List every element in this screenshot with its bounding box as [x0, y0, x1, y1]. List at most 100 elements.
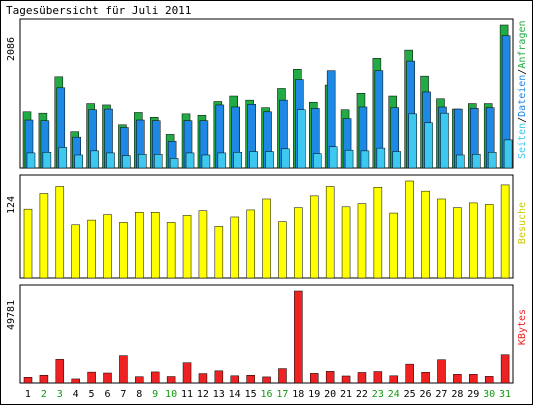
bar-visits [55, 186, 65, 279]
bar-kbytes [246, 374, 255, 384]
bar-kbytes [166, 376, 176, 384]
bar-visits [246, 209, 255, 279]
day-label: 20 [324, 389, 336, 400]
bar-kbytes [262, 376, 271, 384]
day-label: 22 [356, 389, 368, 400]
bar-kbytes [310, 373, 319, 384]
bar-pages [217, 152, 227, 169]
day-label: 23 [372, 389, 384, 400]
legend-visits: Besuche [517, 202, 528, 244]
ymax-label-hits-files-pages: 2086 [6, 37, 17, 61]
bar-pages [376, 147, 386, 169]
chart-title: Tagesübersicht für Juli 2011 [6, 4, 192, 17]
bar-pages [185, 152, 195, 169]
bar-pages [26, 152, 36, 169]
bar-pages [153, 154, 163, 169]
bar-pages [297, 109, 306, 169]
bar-pages [169, 158, 179, 169]
day-label: 31 [499, 389, 511, 400]
bar-pages [58, 147, 68, 169]
bar-pages [281, 148, 290, 169]
legend-hits-files-pages: Seiten/Dateien/Anfragen [517, 20, 528, 159]
bar-kbytes [198, 373, 208, 384]
bar-visits [484, 204, 494, 279]
day-label: 19 [308, 389, 320, 400]
bar-kbytes [119, 355, 128, 384]
day-label: 15 [245, 389, 257, 400]
bar-visits [278, 221, 287, 279]
bar-kbytes [150, 371, 160, 384]
bar-visits [135, 212, 144, 279]
bar-kbytes [55, 359, 65, 384]
bar-visits [87, 219, 96, 279]
day-label: 24 [388, 389, 400, 400]
legend-entry: Dateien [517, 75, 528, 117]
day-label: 16 [260, 389, 272, 400]
bar-visits [39, 193, 49, 279]
bar-kbytes [405, 363, 414, 384]
bar-visits [405, 180, 414, 279]
bar-kbytes [135, 376, 144, 384]
bar-visits [182, 215, 192, 279]
bar-kbytes [23, 377, 33, 384]
bar-kbytes [357, 372, 367, 384]
bar-visits [389, 212, 399, 279]
bar-pages [440, 112, 449, 169]
bar-pages [313, 153, 322, 169]
bar-pages [122, 155, 131, 169]
bar-kbytes [39, 374, 49, 384]
bar-kbytes [182, 362, 192, 384]
bar-pages [42, 151, 52, 169]
bar-visits [214, 226, 224, 279]
day-label: 4 [73, 389, 79, 400]
bar-pages [424, 122, 433, 169]
day-label: 26 [420, 389, 432, 400]
bar-pages [328, 146, 338, 169]
bar-pages [106, 152, 115, 169]
day-label: 1 [25, 389, 31, 400]
bar-visits [357, 203, 367, 279]
bar-visits [103, 214, 112, 279]
bar-visits [166, 222, 176, 279]
bar-kbytes [437, 359, 446, 384]
day-label: 9 [152, 389, 158, 400]
bar-visits [310, 195, 319, 279]
bar-kbytes [469, 374, 478, 384]
day-label: 6 [104, 389, 110, 400]
bar-pages [456, 154, 465, 169]
bar-visits [198, 210, 208, 279]
day-label: 12 [197, 389, 209, 400]
bar-kbytes [484, 376, 494, 384]
day-label: 29 [467, 389, 479, 400]
bar-pages [344, 149, 354, 169]
day-label: 3 [57, 389, 63, 400]
bar-kbytes [453, 374, 462, 384]
bar-pages [138, 154, 147, 169]
ymax-label-visits: 124 [6, 196, 17, 214]
bar-pages [265, 151, 274, 169]
bar-kbytes [341, 375, 351, 384]
bar-pages [360, 150, 370, 169]
day-label: 11 [181, 389, 193, 400]
bar-visits [294, 207, 303, 279]
bar-pages [249, 151, 258, 169]
bar-visits [119, 222, 128, 279]
day-label: 2 [41, 389, 47, 400]
bar-visits [71, 224, 80, 279]
bar-pages [487, 151, 497, 169]
bar-pages [503, 139, 513, 169]
legend-entry: Seiten [517, 123, 528, 159]
bar-kbytes [214, 370, 224, 384]
day-label: 10 [165, 389, 177, 400]
ymax-label-kbytes: 49781 [6, 300, 17, 330]
bar-pages [74, 154, 83, 169]
bar-kbytes [373, 371, 383, 384]
bar-visits [230, 216, 239, 279]
bar-visits [453, 207, 462, 279]
legend-entry: / [517, 69, 528, 75]
bar-kbytes [71, 378, 80, 384]
day-label: 8 [136, 389, 142, 400]
bar-kbytes [500, 354, 510, 384]
bar-kbytes [325, 371, 335, 384]
